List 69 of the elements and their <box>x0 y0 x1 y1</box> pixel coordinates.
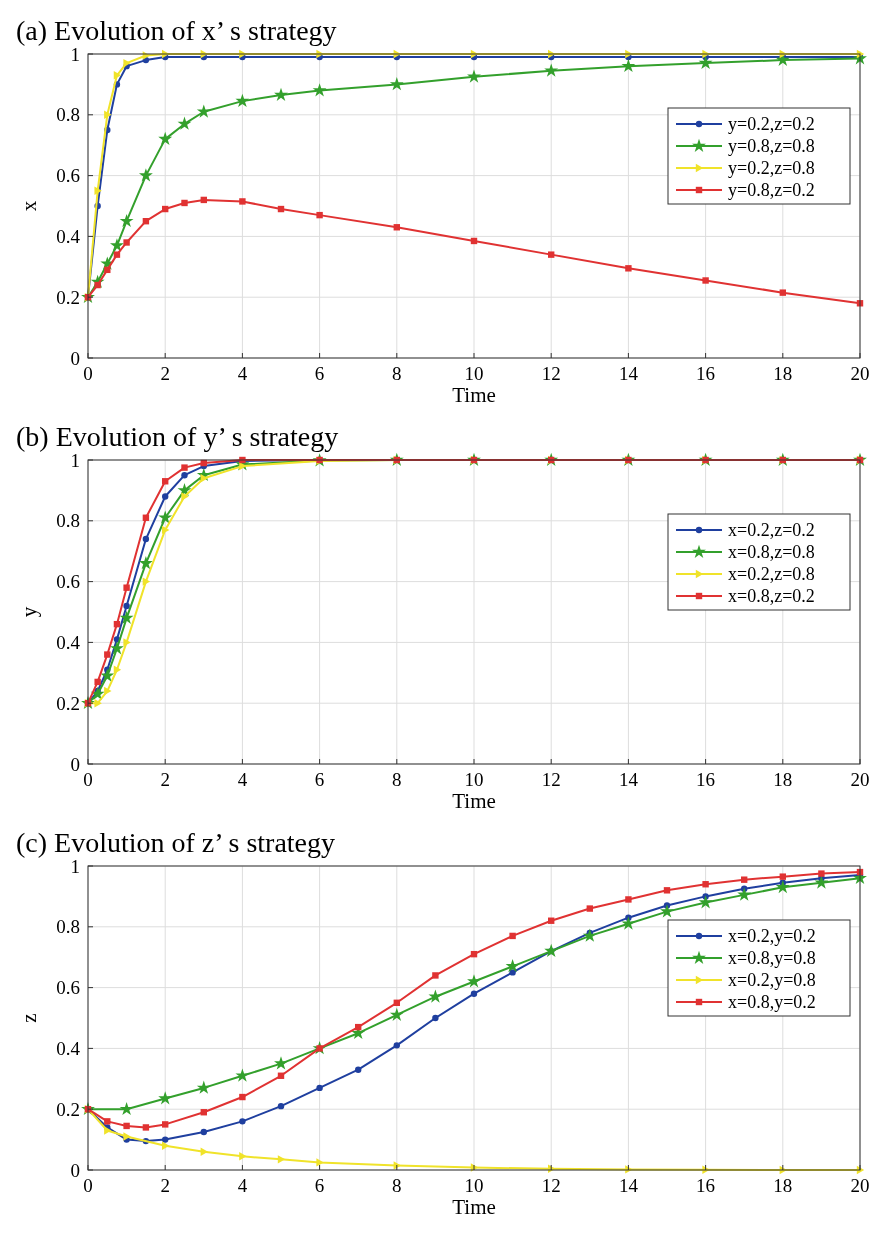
x-tick-label: 8 <box>392 363 402 384</box>
y-tick-label: 0.4 <box>56 226 81 248</box>
legend-label: x=0.2,z=0.8 <box>728 564 815 585</box>
x-tick-label: 18 <box>773 363 793 384</box>
x-tick-label: 2 <box>160 769 170 790</box>
y-tick-label: 0.8 <box>56 104 80 126</box>
y-tick-label: 0.6 <box>56 165 80 187</box>
y-tick-label: 0.2 <box>56 1098 80 1120</box>
y-axis-title: x <box>17 200 41 212</box>
chart-title: (c) Evolution of z’ s strategy <box>16 827 336 858</box>
chart-title: (a) Evolution of x’ s strategy <box>16 15 337 46</box>
y-tick-label: 0.8 <box>56 510 80 532</box>
y-tick-label: 0.2 <box>56 286 80 308</box>
x-tick-label: 6 <box>314 1175 325 1196</box>
x-tick-label: 10 <box>464 363 484 384</box>
legend-label: x=0.2,y=0.2 <box>728 926 816 947</box>
x-tick-label: 14 <box>618 769 639 790</box>
x-tick-label: 8 <box>392 769 402 790</box>
x-tick-label: 8 <box>392 1175 402 1196</box>
y-tick-label: 1 <box>70 449 80 471</box>
legend-label: x=0.8,z=0.2 <box>728 586 815 607</box>
legend-label: y=0.8,z=0.2 <box>728 180 815 201</box>
y-tick-label: 1 <box>70 43 80 65</box>
y-tick-label: 0.4 <box>56 632 81 654</box>
x-tick-label: 16 <box>696 363 716 384</box>
x-tick-label: 4 <box>237 769 248 790</box>
legend-label: x=0.2,z=0.2 <box>728 520 815 541</box>
y-tick-label: 1 <box>70 855 80 877</box>
y-tick-label: 0 <box>70 347 80 369</box>
chart-title: (b) Evolution of y’ s strategy <box>16 421 339 452</box>
legend-label: x=0.2,y=0.8 <box>728 970 816 991</box>
x-tick-label: 20 <box>850 1175 870 1196</box>
x-tick-label: 4 <box>237 363 248 384</box>
y-tick-label: 0.8 <box>56 916 80 938</box>
x-tick-label: 14 <box>618 363 639 384</box>
x-tick-label: 20 <box>850 363 870 384</box>
legend-label: y=0.2,z=0.8 <box>728 158 815 179</box>
x-tick-label: 2 <box>160 1175 170 1196</box>
x-tick-label: 18 <box>773 1175 793 1196</box>
x-tick-label: 12 <box>541 363 561 384</box>
legend-label: x=0.8,z=0.8 <box>728 542 815 563</box>
x-tick-label: 6 <box>314 363 325 384</box>
x-tick-label: 20 <box>850 769 870 790</box>
x-tick-label: 4 <box>237 1175 248 1196</box>
x-tick-label: 2 <box>160 363 170 384</box>
legend-label: x=0.8,y=0.8 <box>728 948 816 969</box>
y-tick-label: 0 <box>70 753 80 775</box>
x-tick-label: 16 <box>696 1175 716 1196</box>
legend-label: y=0.2,z=0.2 <box>728 114 815 135</box>
y-tick-label: 0.4 <box>56 1038 81 1060</box>
x-tick-label: 10 <box>464 1175 484 1196</box>
x-tick-label: 12 <box>541 769 561 790</box>
x-tick-label: 12 <box>541 1175 561 1196</box>
x-tick-label: 10 <box>464 769 484 790</box>
y-axis-title: z <box>17 1013 41 1023</box>
y-tick-label: 0 <box>70 1159 80 1181</box>
x-axis-title: Time <box>452 789 496 813</box>
x-axis-title: Time <box>452 383 496 407</box>
x-tick-label: 6 <box>314 769 325 790</box>
x-tick-label: 16 <box>696 769 716 790</box>
y-tick-label: 0.2 <box>56 692 80 714</box>
x-tick-label: 18 <box>773 769 793 790</box>
legend-label: y=0.8,z=0.8 <box>728 136 815 157</box>
x-tick-label: 14 <box>618 1175 639 1196</box>
x-axis-title: Time <box>452 1195 496 1219</box>
legend-label: x=0.8,y=0.2 <box>728 992 816 1013</box>
y-tick-label: 0.6 <box>56 977 80 999</box>
y-tick-label: 0.6 <box>56 571 80 593</box>
y-axis-title: y <box>17 606 41 618</box>
